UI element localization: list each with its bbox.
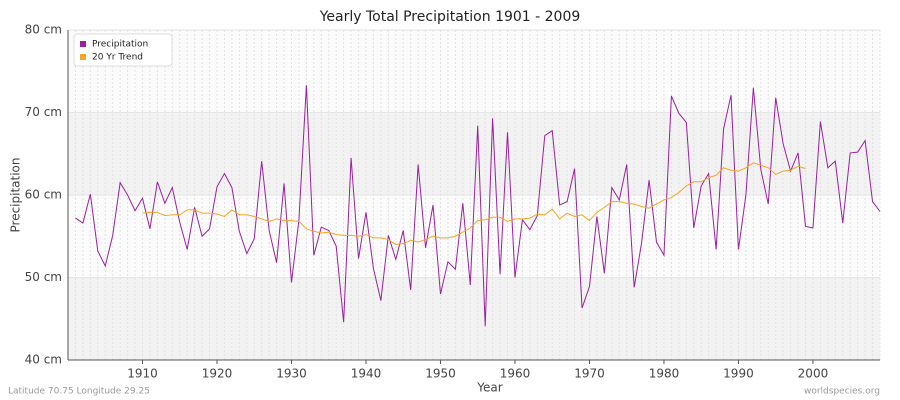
y-tick-label: 80 cm [25, 23, 62, 37]
x-axis-label: Year [476, 381, 502, 395]
chart-title: Yearly Total Precipitation 1901 - 2009 [319, 9, 581, 25]
y-tick-label: 50 cm [25, 270, 62, 284]
legend: Precipitation 20 Yr Trend [73, 33, 173, 67]
footer-left: Latitude 70.75 Longitude 29.25 [8, 387, 150, 397]
grid-band [68, 277, 880, 360]
x-tick-label: 1950 [425, 367, 456, 381]
x-tick-label: 1970 [574, 367, 605, 381]
legend-label: Precipitation [92, 40, 148, 50]
grid-band [68, 112, 880, 195]
y-tick-label: 70 cm [25, 105, 62, 119]
legend-label: 20 Yr Trend [92, 53, 143, 63]
data-line [142, 162, 806, 246]
x-tick-label: 2000 [798, 367, 829, 381]
footer-right: worldspecies.org [804, 387, 880, 397]
grid-band [68, 30, 880, 113]
x-tick-label: 1980 [649, 367, 680, 381]
y-tick-label: 40 cm [25, 353, 62, 367]
legend-swatch [80, 41, 86, 47]
x-tick-label: 1910 [127, 367, 158, 381]
x-tick-label: 1920 [202, 367, 233, 381]
y-axis-label: Precipitation [9, 157, 23, 232]
data-line [75, 85, 881, 327]
legend-box [73, 33, 173, 67]
y-tick-label: 60 cm [25, 188, 62, 202]
x-tick-label: 1990 [723, 367, 754, 381]
x-tick-label: 1930 [276, 367, 307, 381]
x-tick-label: 1940 [351, 367, 382, 381]
x-tick-label: 1960 [500, 367, 531, 381]
legend-swatch [80, 54, 86, 60]
